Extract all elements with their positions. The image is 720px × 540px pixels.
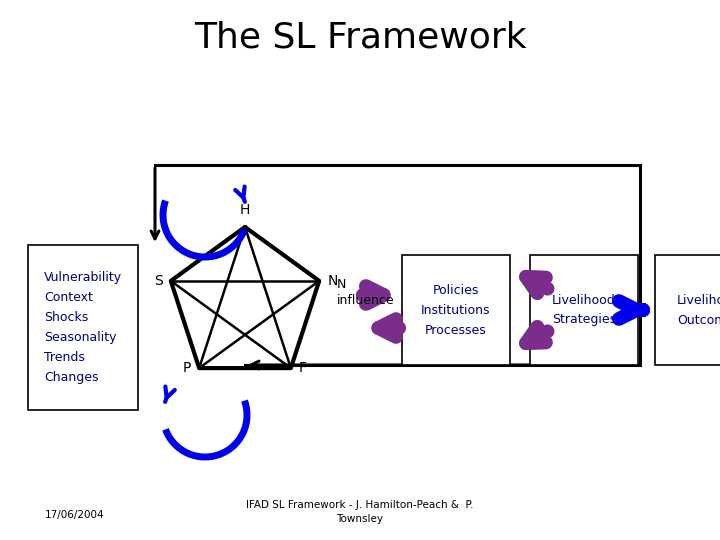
Text: S: S (154, 274, 163, 288)
Text: F: F (299, 361, 307, 375)
FancyBboxPatch shape (530, 255, 638, 365)
FancyBboxPatch shape (655, 255, 720, 365)
FancyBboxPatch shape (28, 245, 138, 410)
Text: Policies
Institutions
Processes: Policies Institutions Processes (421, 284, 491, 336)
Text: 17/06/2004: 17/06/2004 (45, 510, 104, 520)
Text: IFAD SL Framework - J. Hamilton-Peach &  P.
Townsley: IFAD SL Framework - J. Hamilton-Peach & … (246, 501, 474, 524)
Text: Vulnerability
Context
Shocks
Seasonality
Trends
Changes: Vulnerability Context Shocks Seasonality… (44, 271, 122, 384)
FancyBboxPatch shape (402, 255, 510, 365)
Text: The SL Framework: The SL Framework (194, 21, 526, 55)
Text: H: H (240, 203, 250, 217)
Text: Livelihood
Outcomes: Livelihood Outcomes (677, 294, 720, 327)
Text: N
influence: N influence (337, 279, 395, 307)
Text: N: N (327, 274, 338, 288)
Text: Livelihood
Strategies: Livelihood Strategies (552, 294, 616, 327)
Text: P: P (183, 361, 191, 375)
